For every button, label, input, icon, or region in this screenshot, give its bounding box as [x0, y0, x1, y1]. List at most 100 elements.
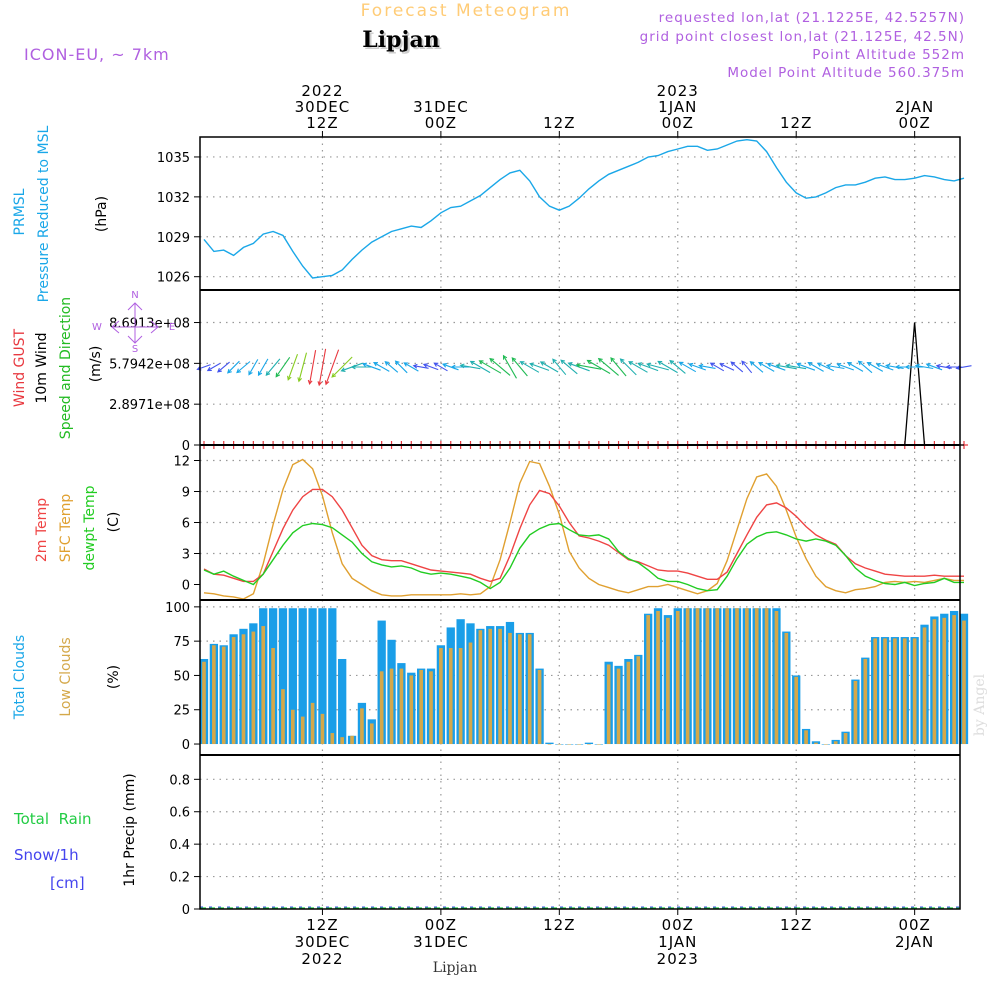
bar-low-clouds — [883, 638, 887, 745]
time-label-bottom: 1JAN — [658, 933, 697, 951]
time-label-top: 2JAN — [895, 98, 934, 116]
temp-label-2m: 2m Temp — [34, 498, 50, 562]
series-dewpt-temp — [203, 522, 964, 592]
wind-arrow — [539, 361, 559, 373]
bar-low-clouds — [379, 671, 384, 745]
bar-low-clouds — [616, 668, 621, 745]
bar-low-clouds — [409, 675, 414, 745]
bar-low-clouds — [794, 676, 799, 745]
time-label-bottom: 00Z — [425, 916, 457, 934]
wind-arrow — [217, 361, 230, 373]
wind-arrow — [552, 358, 567, 376]
time-label-top: 12Z — [306, 114, 338, 132]
bar-total-clouds — [308, 608, 317, 745]
wind-arrow — [719, 362, 735, 371]
time-label-top: 31DEC — [413, 98, 469, 116]
bar-low-clouds — [587, 744, 591, 745]
bar-low-clouds — [596, 744, 601, 745]
ytick-label-temp: 9 — [182, 486, 190, 501]
bar-low-clouds — [833, 741, 838, 745]
bar-total-clouds — [278, 608, 288, 745]
temp-label-dewpt: dewpt Temp — [82, 485, 98, 570]
wind-arrow — [657, 360, 678, 374]
wind-arrow — [610, 357, 627, 377]
ytick-label-clouds: 100 — [165, 601, 190, 616]
bar-low-clouds — [498, 628, 502, 745]
wind-arrow — [669, 359, 686, 374]
time-label-bottom: 12Z — [780, 916, 812, 934]
bar-low-clouds — [212, 645, 216, 745]
bar-low-clouds — [823, 744, 828, 745]
precip-label-rain: Total Rain — [13, 810, 92, 828]
ytick-label-pressure: 1035 — [157, 151, 190, 166]
bar-low-clouds — [656, 610, 660, 745]
wind-arrow — [619, 358, 637, 376]
bar-low-clouds — [419, 669, 423, 745]
bar-low-clouds — [448, 648, 453, 745]
pressure-labels: PRMSL Pressure Reduced to MSL (hPa) — [12, 125, 110, 302]
bar-low-clouds — [922, 627, 927, 745]
time-label-top: 12Z — [543, 114, 575, 132]
time-label-top: 2023 — [657, 82, 699, 100]
wind-label-speed-dir: Speed and Direction — [58, 297, 74, 439]
wind-arrow — [433, 362, 448, 372]
time-label-bottom: 2JAN — [895, 933, 934, 951]
wind-arrow — [226, 360, 240, 374]
info-point-altitude: Point Altitude 552m — [812, 47, 965, 63]
bar-low-clouds — [360, 708, 364, 745]
wind-arrow — [265, 358, 281, 376]
compass-w: W — [92, 322, 102, 333]
bar-total-clouds — [338, 658, 347, 745]
wind-arrow — [730, 361, 744, 373]
time-label-top: 00Z — [898, 114, 930, 132]
wind-arrow — [678, 361, 697, 373]
wind-arrow — [350, 364, 372, 370]
wind-arrow — [698, 363, 716, 369]
bar-low-clouds — [399, 668, 404, 745]
tick-labels: 1026 1029 1032 1035 0 2.8971e+08 5.7942e+08 8.6… — [109, 151, 200, 918]
pressure-unit: (hPa) — [94, 196, 110, 232]
wind-arrow — [925, 363, 943, 371]
wind-arrow — [361, 362, 381, 371]
wind-arrow — [324, 349, 340, 386]
ytick-label-temp: 0 — [182, 579, 190, 594]
wind-arrow — [749, 360, 764, 373]
wind-arrow — [709, 362, 725, 372]
wind-arrow — [866, 362, 884, 372]
ytick-label-wind: 8.6913e+08 — [109, 317, 190, 332]
wind-arrow — [502, 354, 517, 379]
time-label-top: 00Z — [662, 114, 694, 132]
bar-low-clouds — [735, 608, 739, 745]
bar-low-clouds — [567, 744, 572, 745]
bar-low-clouds — [705, 608, 710, 745]
time-label-bottom: 31DEC — [413, 933, 469, 951]
info-requested: requested lon,lat (21.1225E, 42.5257N) — [659, 10, 965, 26]
bar-low-clouds — [577, 744, 581, 745]
wind-arrow — [775, 363, 797, 370]
chart-title: Forecast Meteogram — [361, 1, 572, 21]
cloud-unit: (%) — [106, 665, 122, 689]
wind-arrow — [955, 365, 972, 371]
ytick-label-wind: 2.8971e+08 — [109, 398, 190, 413]
ytick-label-wind: 5.7942e+08 — [109, 357, 190, 372]
time-label-top: 12Z — [780, 114, 812, 132]
wind-arrow — [796, 362, 816, 371]
bar-total-clouds — [318, 608, 327, 745]
bar-low-clouds — [557, 744, 562, 745]
bar-low-clouds — [202, 661, 206, 745]
wind-arrow — [575, 363, 602, 370]
bar-total-clouds — [328, 608, 337, 745]
wind-arrow — [646, 362, 669, 371]
bar-low-clouds — [695, 608, 700, 745]
wind-arrow — [945, 364, 962, 370]
location-title-shadow: Lipjan — [364, 29, 441, 55]
bar-low-clouds — [439, 648, 443, 745]
bar-low-clouds — [518, 634, 522, 745]
bar-low-clouds — [685, 608, 690, 745]
bar-low-clouds — [251, 631, 256, 745]
info-model-altitude: Model Point Altitude 560.375m — [727, 65, 965, 81]
time-label-top: 30DEC — [295, 98, 351, 116]
bar-total-clouds — [545, 742, 554, 745]
wind-arrow — [904, 364, 924, 370]
